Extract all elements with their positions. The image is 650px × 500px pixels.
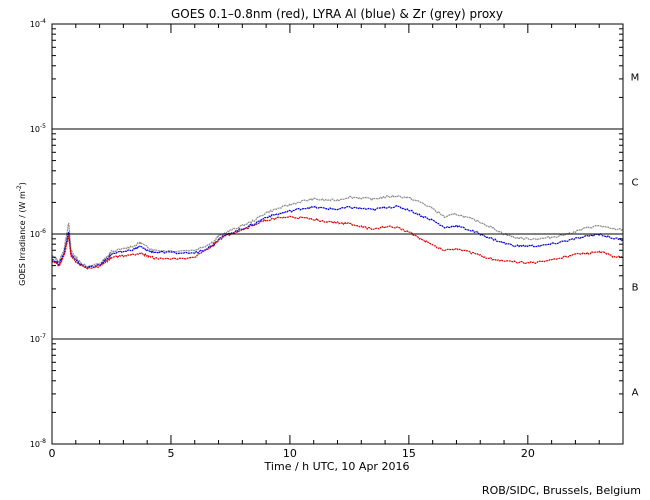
label-layer: 0 5 10 15 20 10-4 10-5 10-6 10-7 10-8 M C B A [30,18,639,460]
y-tick-label: 10-7 [30,333,46,344]
y-tick-label: 10-6 [30,228,46,239]
x-tick-label: 15 [402,447,416,460]
y-axis-label: GOES Irradiance / (W m-2) [16,182,27,286]
x-tick-label: 10 [283,447,297,460]
flare-class-a: A [632,388,639,399]
series-line-3 [51,215,624,270]
series-line-2 [51,205,624,269]
flare-class-b: B [632,283,639,294]
x-tick-label: 0 [49,447,56,460]
credit-text: ROB/SIDC, Brussels, Belgium [482,484,641,497]
flare-class-c: C [632,178,639,189]
y-axis-label-exp: -2 [16,185,23,191]
series-line-1 [51,194,624,268]
x-tick-label: 20 [521,447,535,460]
series-layer [51,194,624,270]
flare-class-m: M [631,73,640,84]
x-tick-label: 5 [167,447,174,460]
x-axis-label: Time / h UTC, 10 Apr 2016 [264,460,410,473]
y-tick-label: 10-5 [30,123,46,134]
y-axis-label-close: ) [18,182,27,185]
y-tick-label: 10-4 [30,18,46,29]
y-axis-label-main: GOES Irradiance / (W m [18,191,27,286]
y-tick-label: 10-8 [30,438,46,449]
chart-title: GOES 0.1–0.8nm (red), LYRA Al (blue) & Z… [171,7,503,21]
tick-layer [51,24,624,444]
